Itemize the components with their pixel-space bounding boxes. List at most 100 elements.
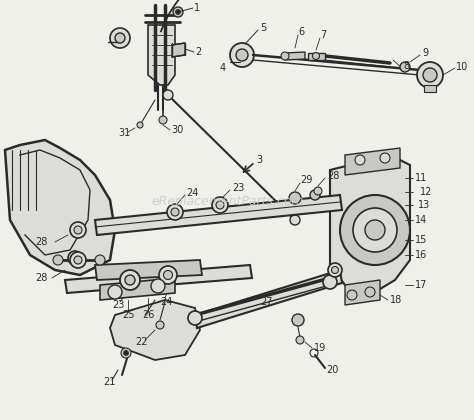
Text: 14: 14 [415, 215, 427, 225]
Circle shape [74, 226, 82, 234]
Circle shape [312, 52, 319, 60]
Polygon shape [65, 265, 252, 293]
Circle shape [164, 270, 173, 279]
Circle shape [173, 7, 183, 17]
Text: 28: 28 [327, 171, 339, 181]
Text: 27: 27 [260, 297, 273, 307]
Text: 16: 16 [415, 250, 427, 260]
Polygon shape [308, 53, 325, 60]
Text: 11: 11 [415, 173, 427, 183]
Text: 6: 6 [298, 27, 304, 37]
Circle shape [289, 192, 301, 204]
Text: 28: 28 [35, 237, 47, 247]
Circle shape [417, 62, 443, 88]
Text: 17: 17 [415, 280, 428, 290]
Polygon shape [110, 300, 200, 360]
Circle shape [355, 155, 365, 165]
Polygon shape [285, 52, 305, 60]
Text: 9: 9 [422, 48, 428, 58]
Polygon shape [195, 270, 342, 328]
Circle shape [115, 33, 125, 43]
Circle shape [175, 10, 181, 15]
Text: 8: 8 [403, 61, 409, 71]
Circle shape [159, 116, 167, 124]
Circle shape [365, 220, 385, 240]
Text: 19: 19 [314, 343, 326, 353]
Text: 3: 3 [256, 155, 262, 165]
Circle shape [137, 122, 143, 128]
Text: 26: 26 [142, 310, 155, 320]
Text: 2: 2 [195, 47, 201, 57]
Circle shape [121, 348, 131, 358]
Text: 22: 22 [135, 337, 147, 347]
Circle shape [281, 52, 289, 60]
Text: 4: 4 [220, 63, 226, 73]
Text: 28: 28 [35, 273, 47, 283]
Circle shape [124, 351, 128, 355]
Circle shape [400, 62, 410, 72]
Polygon shape [95, 195, 342, 235]
Circle shape [156, 321, 164, 329]
Circle shape [68, 251, 82, 265]
Text: 10: 10 [456, 62, 468, 72]
Circle shape [230, 43, 254, 67]
Circle shape [167, 204, 183, 220]
Circle shape [340, 195, 410, 265]
Polygon shape [5, 140, 115, 275]
Text: 31: 31 [118, 128, 130, 138]
Text: 21: 21 [103, 377, 115, 387]
Polygon shape [345, 148, 400, 175]
Circle shape [423, 68, 437, 82]
Circle shape [125, 275, 135, 285]
Circle shape [171, 208, 179, 216]
Circle shape [110, 28, 130, 48]
Text: 7: 7 [320, 30, 326, 40]
Circle shape [53, 255, 63, 265]
Circle shape [70, 222, 86, 238]
Text: 24: 24 [160, 297, 173, 307]
Circle shape [314, 187, 322, 195]
Polygon shape [100, 278, 175, 300]
Text: 20: 20 [326, 365, 338, 375]
Text: 5: 5 [260, 23, 266, 33]
Circle shape [159, 266, 177, 284]
Text: 15: 15 [415, 235, 428, 245]
Circle shape [212, 197, 228, 213]
Circle shape [292, 314, 304, 326]
Circle shape [95, 255, 105, 265]
Circle shape [74, 256, 82, 264]
Text: 12: 12 [420, 187, 432, 197]
Circle shape [296, 336, 304, 344]
Circle shape [188, 311, 202, 325]
Circle shape [108, 285, 122, 299]
Text: 23: 23 [232, 183, 245, 193]
Circle shape [328, 263, 342, 277]
Text: 30: 30 [171, 125, 183, 135]
Circle shape [323, 275, 337, 289]
Text: eReplacementParts.com: eReplacementParts.com [151, 195, 304, 208]
Polygon shape [172, 43, 185, 57]
Text: 1: 1 [194, 3, 200, 13]
Circle shape [353, 208, 397, 252]
Text: 18: 18 [390, 295, 402, 305]
Polygon shape [345, 280, 380, 305]
Circle shape [120, 270, 140, 290]
Circle shape [163, 90, 173, 100]
Text: 23: 23 [112, 300, 124, 310]
Text: 13: 13 [418, 200, 430, 210]
Polygon shape [424, 85, 436, 92]
Text: 29: 29 [300, 175, 312, 185]
Polygon shape [95, 260, 202, 280]
Circle shape [236, 49, 248, 61]
Circle shape [310, 190, 320, 200]
Circle shape [151, 279, 165, 293]
Circle shape [216, 201, 224, 209]
Circle shape [380, 153, 390, 163]
Circle shape [72, 255, 78, 261]
Circle shape [290, 215, 300, 225]
Circle shape [331, 267, 338, 273]
Polygon shape [148, 25, 175, 85]
Polygon shape [330, 155, 410, 295]
Text: 24: 24 [186, 188, 199, 198]
Text: 25: 25 [122, 310, 135, 320]
